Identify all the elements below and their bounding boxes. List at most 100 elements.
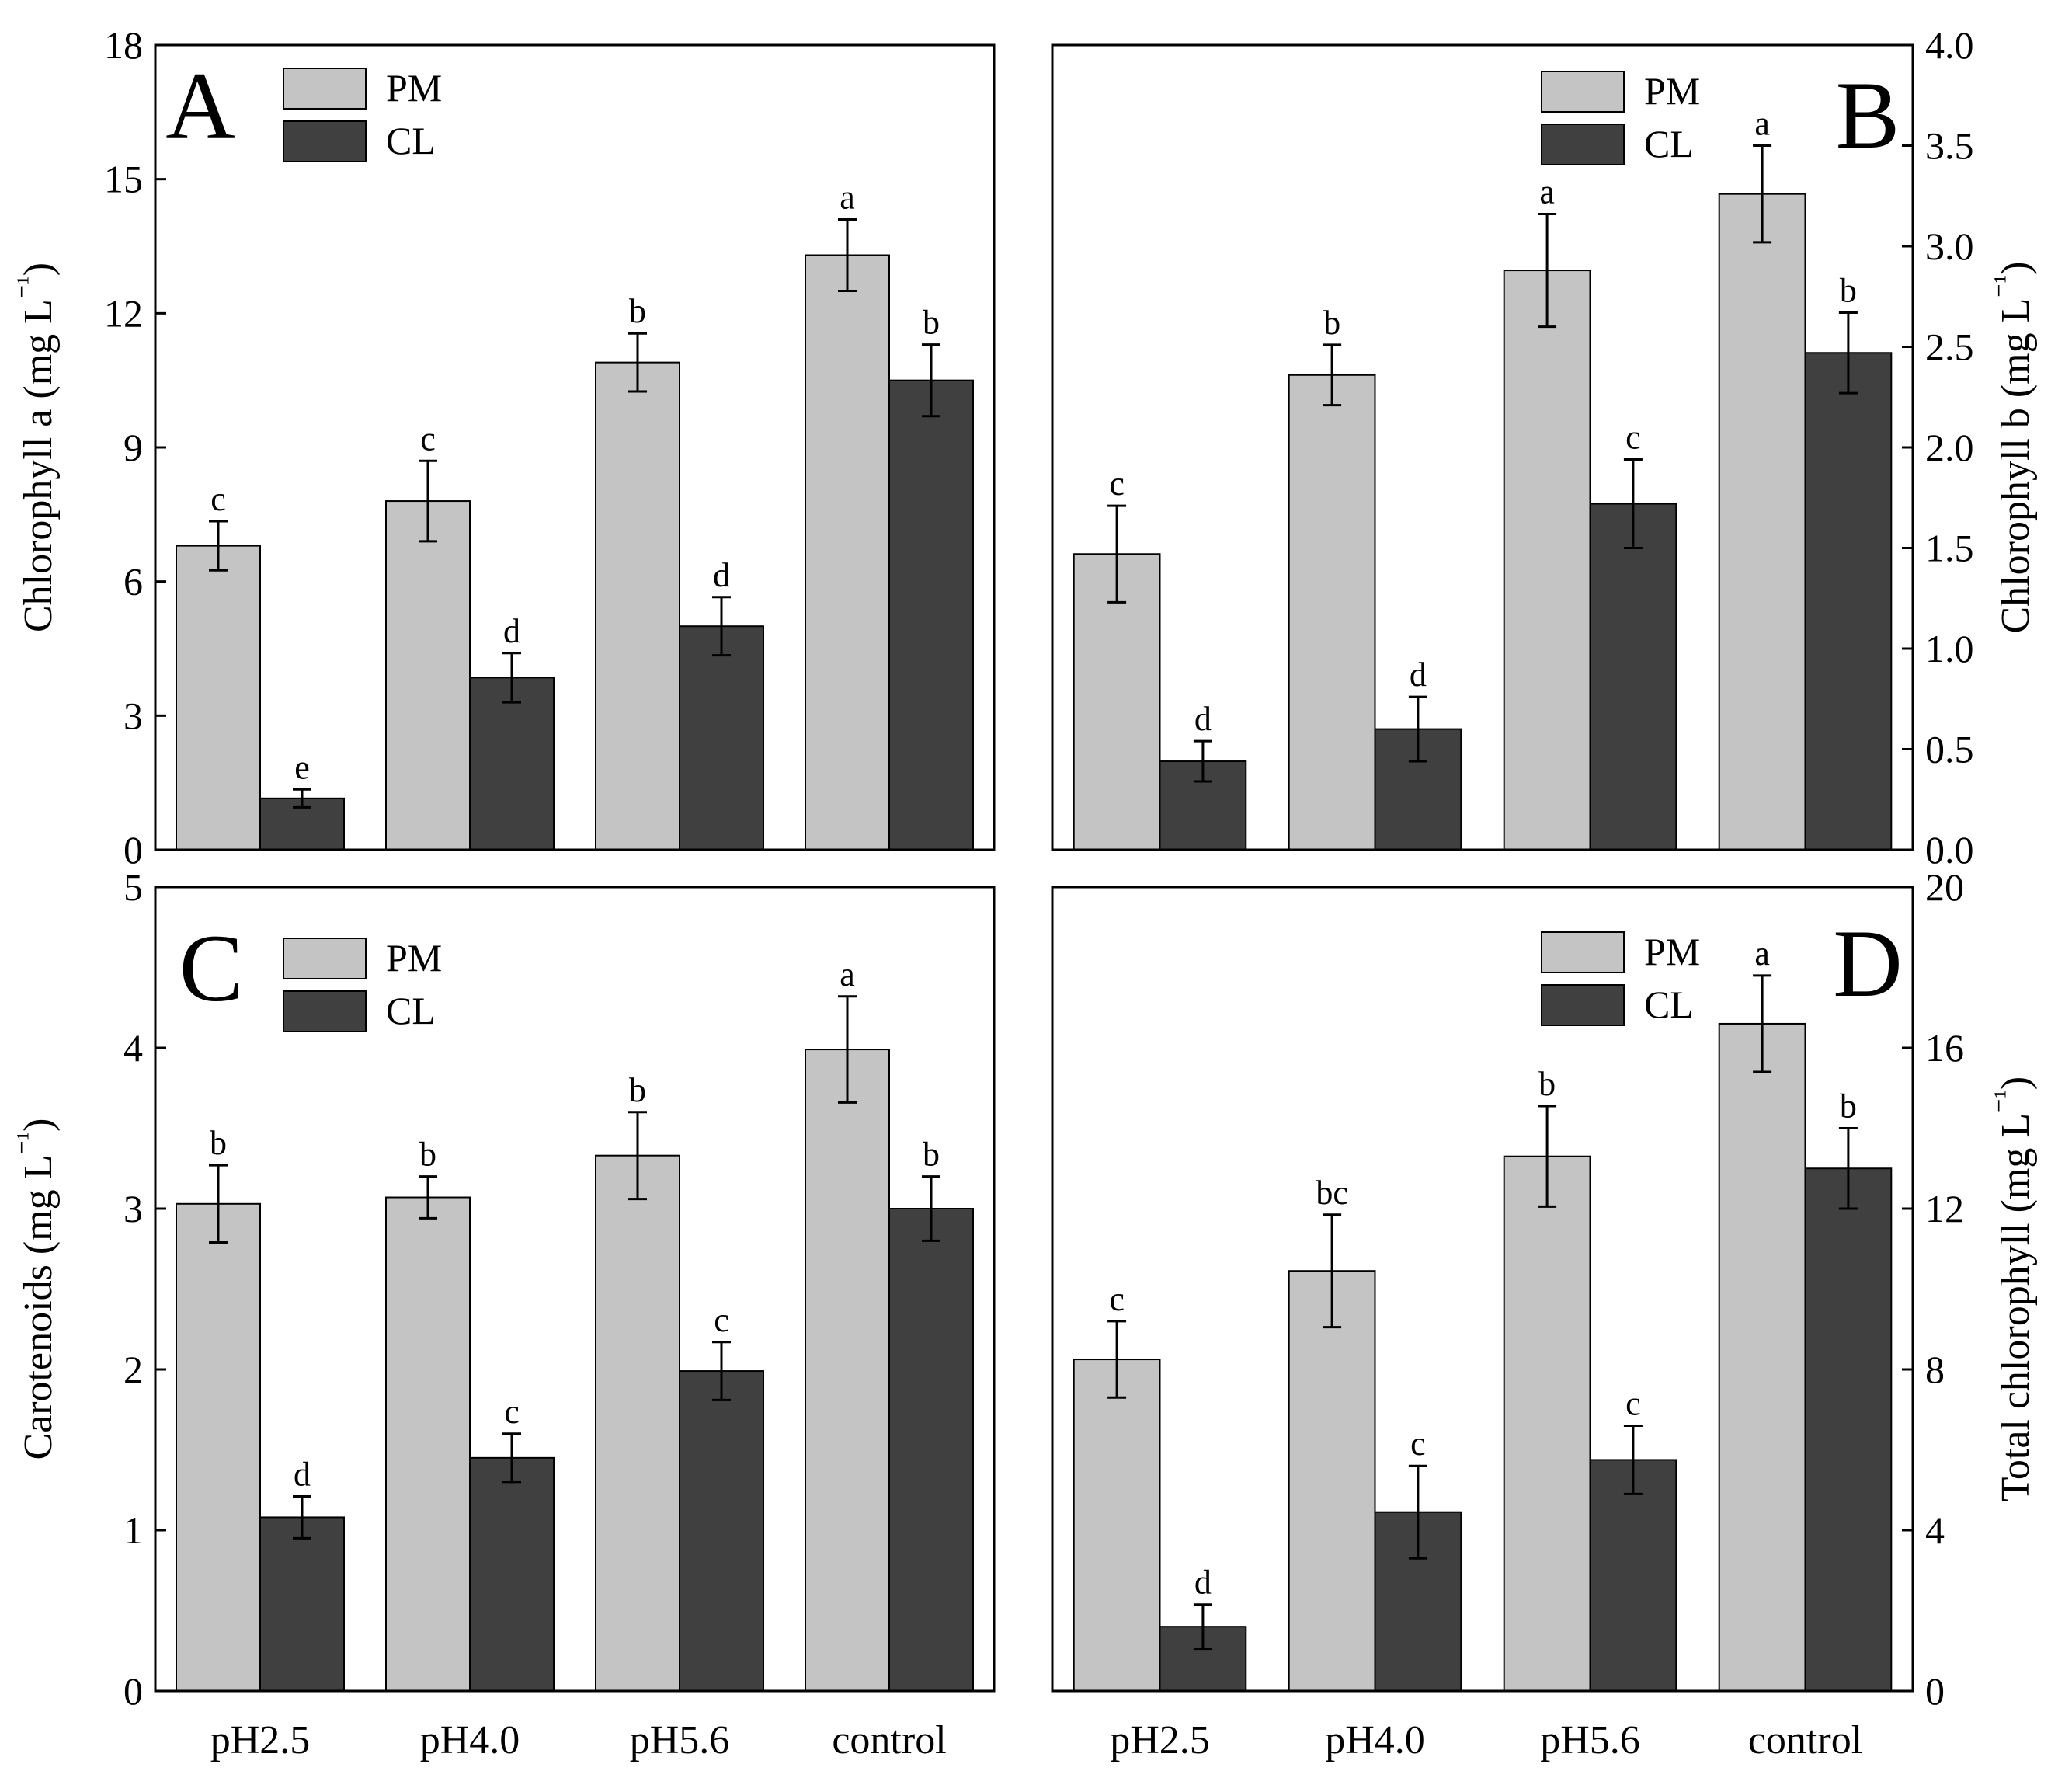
y-axis-title-c: Carotenoids (mg L⁻¹) (11, 1119, 61, 1460)
sig-letter-d-pm-2: bc (1316, 1174, 1348, 1212)
bar-c-pm-3 (595, 1154, 680, 1692)
y-tick-label-c-6: 5 (123, 865, 143, 909)
sig-letter-a-cl-3: d (713, 556, 730, 594)
bar-b-cl-3 (1589, 503, 1677, 851)
bar-a-pm-3 (595, 361, 680, 851)
y-tick-label-c-2: 1 (123, 1508, 143, 1552)
y-tick-label-b-6: 2.5 (1925, 325, 1974, 369)
y-tick-label-d-5: 16 (1925, 1026, 1964, 1070)
bar-d-pm-3 (1503, 1155, 1591, 1692)
sig-letter-b-pm-4: a (1754, 105, 1770, 143)
plot-frame-c (154, 886, 996, 1693)
panel-letter-d: D (1833, 910, 1903, 1017)
y-tick-label-b-7: 3.0 (1925, 224, 1974, 268)
y-tick-label-a-4: 9 (123, 426, 143, 469)
category-label-d-4: control (1748, 1718, 1862, 1762)
bar-d-cl-3 (1589, 1459, 1677, 1692)
panel-letter-b: B (1836, 62, 1900, 169)
sig-letter-d-cl-2: c (1410, 1425, 1426, 1463)
sig-letter-b-pm-1: c (1109, 465, 1125, 503)
bar-b-pm-2 (1288, 374, 1376, 851)
sig-letter-c-pm-2: b (419, 1136, 436, 1174)
category-label-c-3: pH5.6 (630, 1718, 730, 1762)
y-tick-label-c-1: 0 (123, 1669, 143, 1713)
panel-letter-c: C (179, 915, 244, 1021)
y-tick-label-a-2: 3 (123, 694, 143, 737)
y-tick-label-d-1: 0 (1925, 1669, 1945, 1713)
legend-swatch-a-cl (283, 120, 367, 162)
y-tick-label-b-1: 0.0 (1925, 828, 1974, 872)
y-tick-label-d-4: 12 (1925, 1187, 1964, 1230)
legend-label-d-cl: CL (1644, 983, 1694, 1026)
bar-d-pm-2 (1288, 1270, 1376, 1692)
bar-a-pm-2 (385, 500, 471, 851)
sig-letter-a-cl-1: e (294, 748, 310, 786)
legend-swatch-c-cl (283, 990, 367, 1032)
sig-letter-b-cl-4: b (1840, 271, 1857, 309)
y-axis-title-b: Chlorophyll b (mg L⁻¹) (1988, 262, 2038, 634)
bar-d-pm-4 (1718, 1022, 1806, 1692)
legend-swatch-d-cl (1541, 984, 1625, 1026)
category-label-d-2: pH4.0 (1325, 1718, 1425, 1762)
sig-letter-d-cl-4: b (1840, 1087, 1857, 1126)
legend-label-b-cl: CL (1644, 122, 1694, 165)
y-tick-label-d-2: 4 (1925, 1508, 1945, 1552)
legend-label-c-cl: CL (386, 989, 436, 1032)
category-label-c-2: pH4.0 (420, 1718, 520, 1762)
panel-c: b d pH2.5 b c pH4.0 b c pH5.6 a b control 0 1 2 3 4 5 Caro… (11, 865, 996, 1762)
panel-a: c e c d b d a b 0 3 6 9 12 15 18 Chlorophyll a (mg L⁻¹)… (11, 23, 996, 872)
sig-letter-c-cl-2: c (504, 1393, 520, 1431)
legend-c: PM CL (283, 936, 442, 1032)
sig-letter-c-cl-1: d (294, 1456, 311, 1494)
bar-b-cl-4 (1804, 352, 1893, 851)
y-tick-label-a-6: 15 (104, 158, 143, 201)
legend-swatch-b-pm (1541, 71, 1625, 113)
y-tick-label-d-6: 20 (1925, 865, 1964, 909)
bar-c-pm-2 (385, 1196, 471, 1692)
bar-c-cl-3 (679, 1370, 764, 1692)
bar-a-pm-1 (176, 545, 261, 851)
y-axis-title-a: Chlorophyll a (mg L⁻¹) (11, 263, 61, 632)
y-tick-label-c-4: 3 (123, 1187, 143, 1230)
panel-d: cdpH2.5bccpH4.0bcpH5.6abcontrol048121620… (1051, 865, 2038, 1762)
legend-label-a-pm: PM (386, 66, 442, 110)
sig-letter-a-cl-4: b (923, 304, 940, 342)
sig-letter-d-cl-3: c (1625, 1384, 1641, 1422)
legend-a: PM CL (283, 66, 442, 162)
sig-letter-d-cl-1: d (1194, 1564, 1212, 1602)
sig-letter-d-pm-4: a (1754, 934, 1770, 973)
sig-letter-b-cl-2: d (1410, 656, 1427, 694)
bar-a-cl-3 (679, 625, 764, 851)
y-tick-label-b-2: 0.5 (1925, 728, 1974, 771)
sig-letter-a-pm-3: b (629, 292, 646, 330)
legend-label-d-pm: PM (1644, 930, 1700, 973)
y-tick-label-c-3: 2 (123, 1348, 143, 1391)
legend-swatch-a-pm (283, 68, 367, 110)
legend-label-a-cl: CL (386, 119, 436, 162)
category-label-d-1: pH2.5 (1110, 1718, 1210, 1762)
legend-swatch-c-pm (283, 938, 367, 979)
y-tick-label-a-5: 12 (104, 291, 143, 335)
y-tick-label-a-7: 18 (104, 23, 143, 67)
y-tick-label-b-3: 1.0 (1925, 627, 1974, 670)
bar-c-cl-4 (888, 1208, 974, 1692)
bar-a-cl-4 (888, 379, 974, 851)
legend-label-c-pm: PM (386, 936, 442, 979)
sig-letter-c-cl-4: b (923, 1136, 940, 1174)
sig-letter-a-pm-1: c (210, 480, 226, 518)
y-tick-label-a-3: 6 (123, 560, 143, 604)
bar-a-pm-4 (805, 254, 890, 851)
sig-letter-d-pm-3: b (1538, 1065, 1556, 1103)
sig-letter-c-pm-4: a (840, 955, 855, 993)
category-label-c-4: control (832, 1718, 946, 1762)
bar-d-cl-4 (1804, 1167, 1893, 1692)
bar-a-cl-2 (469, 677, 555, 851)
y-tick-label-a-1: 0 (123, 828, 143, 872)
category-label-d-3: pH5.6 (1540, 1718, 1640, 1762)
bar-c-pm-4 (805, 1049, 890, 1692)
y-tick-label-b-9: 4.0 (1925, 23, 1974, 67)
bar-c-pm-1 (176, 1202, 261, 1693)
bar-b-pm-3 (1503, 270, 1591, 851)
panel-letter-a: A (165, 53, 235, 159)
